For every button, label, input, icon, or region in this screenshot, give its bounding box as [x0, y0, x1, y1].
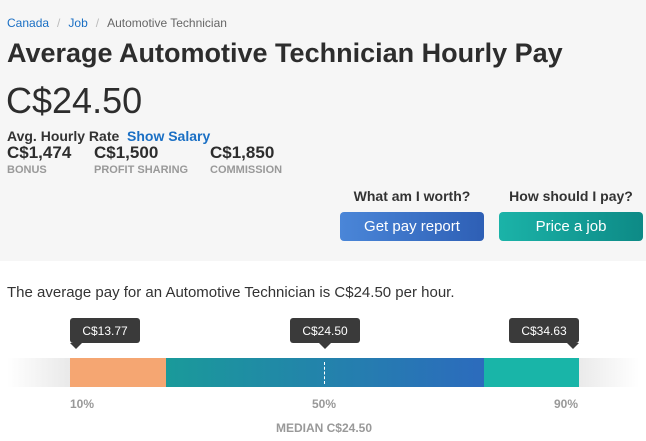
price-a-job-button[interactable]: Price a job — [499, 212, 643, 241]
profit-sharing-value: C$1,500 — [94, 143, 159, 162]
bonus-stat: C$1,474 BONUS — [7, 143, 71, 176]
median-value-tooltip: C$24.50 — [290, 318, 360, 349]
how-should-i-pay-question: How should I pay? — [509, 188, 633, 204]
pay-description: The average pay for an Automotive Techni… — [7, 284, 455, 301]
breadcrumb-link-job[interactable]: Job — [68, 16, 88, 30]
avg-hourly-rate-label: Avg. Hourly Rate — [7, 128, 120, 144]
header-section: Canada / Job / Automotive Technician Average… — [6, 16, 643, 241]
pay-range-low-segment — [70, 358, 166, 387]
tooltip-pointer-icon — [567, 343, 579, 349]
p10-value: C$13.77 — [82, 323, 128, 338]
p10-percent-label: 10% — [70, 397, 95, 411]
breadcrumb-separator: / — [57, 16, 61, 30]
p10-value-tooltip: C$13.77 — [70, 318, 140, 349]
commission-value: C$1,850 — [210, 143, 275, 162]
breadcrumb-link-canada[interactable]: Canada — [7, 16, 50, 30]
median-percent-label: 50% — [312, 397, 337, 411]
median-value: C$24.50 — [302, 323, 348, 338]
breadcrumb-separator: / — [95, 16, 100, 30]
tooltip-pointer-icon — [319, 343, 331, 349]
bonus-label: BONUS — [7, 164, 47, 176]
tooltip-pointer-icon — [70, 343, 82, 349]
commission-label: COMMISSION — [210, 164, 283, 176]
profit-sharing-stat: C$1,500 PROFIT SHARING — [94, 143, 188, 176]
breadcrumb-current: Automotive Technician — [107, 16, 227, 30]
breadcrumb: Canada / Job / Automotive Technician — [7, 16, 227, 30]
get-pay-report-button[interactable]: Get pay report — [340, 212, 484, 241]
pay-range-high-segment — [484, 358, 579, 387]
median-marker-line — [324, 362, 325, 384]
median-caption: MEDIAN C$24.50 — [275, 421, 373, 435]
average-pay-value: C$24.50 — [6, 80, 143, 121]
p90-percent-label: 90% — [554, 397, 579, 411]
pay-range-middle-segment — [166, 358, 484, 387]
commission-stat: C$1,850 COMMISSION — [210, 143, 282, 176]
p90-value: C$34.63 — [521, 323, 567, 338]
page-title: Average Automotive Technician Hourly Pay — [7, 38, 563, 68]
show-salary-link[interactable]: Show Salary — [127, 128, 211, 144]
bonus-value: C$1,474 — [7, 143, 72, 162]
what-am-i-worth-question: What am I worth? — [353, 188, 471, 204]
p90-value-tooltip: C$34.63 — [509, 318, 579, 349]
profit-sharing-label: PROFIT SHARING — [94, 164, 189, 176]
